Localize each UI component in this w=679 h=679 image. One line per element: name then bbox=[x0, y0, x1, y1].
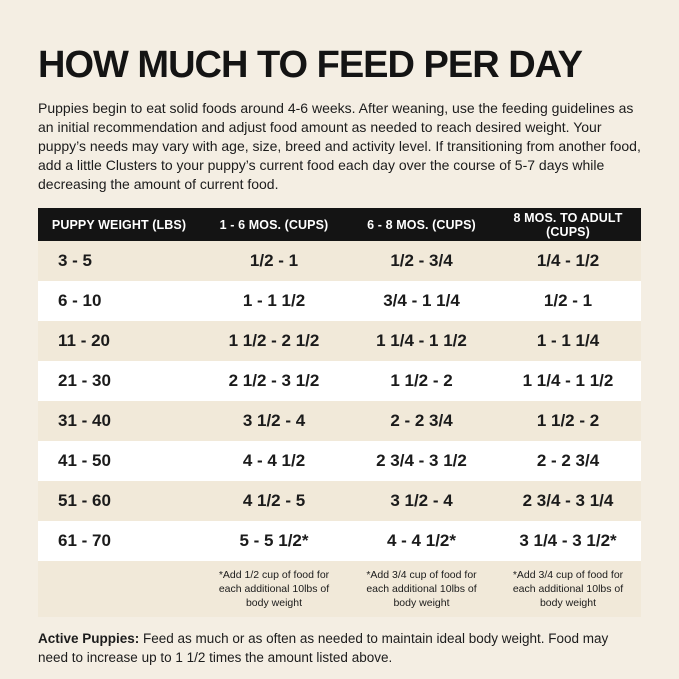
cups-cell: 3/4 - 1 1/4 bbox=[383, 291, 460, 310]
cups-cell: 1 1/2 - 2 bbox=[536, 411, 600, 430]
cups-cell: 5 - 5 1/2* bbox=[239, 531, 309, 550]
cups-cell: 4 - 4 1/2* bbox=[387, 531, 456, 550]
table-row: 3 - 5 1/2 - 1 1/2 - 3/4 1/4 - 1/2 bbox=[38, 241, 641, 281]
cups-cell: 3 1/4 - 3 1/2* bbox=[519, 531, 617, 550]
col-header-6-8-mos: 6 - 8 MOS. (CUPS) bbox=[348, 208, 495, 241]
cups-cell: 2 3/4 - 3 1/2 bbox=[376, 451, 467, 470]
cups-cell: 1 1/2 - 2 1/2 bbox=[228, 331, 320, 350]
cups-cell: 4 - 4 1/2 bbox=[242, 451, 306, 470]
footnote-cell: *Add 3/4 cup of food for each additional… bbox=[366, 569, 477, 609]
cups-cell: 1/2 - 1 bbox=[249, 251, 299, 270]
footnote-empty-cell bbox=[38, 561, 200, 617]
cups-cell: 3 1/2 - 4 bbox=[242, 411, 306, 430]
weight-cell: 51 - 60 bbox=[58, 491, 111, 510]
table-row: 11 - 20 1 1/2 - 2 1/2 1 1/4 - 1 1/2 1 - 1 1… bbox=[38, 321, 641, 361]
footer-note-label: Active Puppies: bbox=[38, 631, 140, 646]
weight-cell: 41 - 50 bbox=[58, 451, 111, 470]
col-header-1-6-mos: 1 - 6 MOS. (CUPS) bbox=[200, 208, 348, 241]
table-row: 61 - 70 5 - 5 1/2* 4 - 4 1/2* 3 1/4 - 3 1/2… bbox=[38, 521, 641, 561]
cups-cell: 2 - 2 3/4 bbox=[390, 411, 453, 430]
table-row: 51 - 60 4 1/2 - 5 3 1/2 - 4 2 3/4 - 3 1/4 bbox=[38, 481, 641, 521]
feeding-table: PUPPY WEIGHT (LBS) 1 - 6 MOS. (CUPS) 6 -… bbox=[38, 208, 641, 617]
cups-cell: 1 1/4 - 1 1/2 bbox=[376, 331, 467, 350]
cups-cell: 1/4 - 1/2 bbox=[536, 251, 600, 270]
cups-cell: 2 - 2 3/4 bbox=[536, 451, 600, 470]
cups-cell: 3 1/2 - 4 bbox=[390, 491, 453, 510]
footer-note: Active Puppies: Feed as much or as often… bbox=[38, 629, 641, 667]
cups-cell: 1 1/4 - 1 1/2 bbox=[522, 371, 614, 390]
cups-cell: 1/2 - 1 bbox=[543, 291, 593, 310]
weight-cell: 3 - 5 bbox=[58, 251, 93, 270]
footer-note-text: Feed as much or as often as needed to ma… bbox=[38, 631, 609, 665]
cups-cell: 1 - 1 1/4 bbox=[536, 331, 600, 350]
table-body: 3 - 5 1/2 - 1 1/2 - 3/4 1/4 - 1/2 6 - 10 1 - … bbox=[38, 241, 641, 617]
intro-text: Puppies begin to eat solid foods around … bbox=[38, 100, 641, 192]
cups-cell: 2 3/4 - 3 1/4 bbox=[522, 491, 614, 510]
cups-cell: 4 1/2 - 5 bbox=[242, 491, 306, 510]
cups-cell: 1/2 - 3/4 bbox=[390, 251, 453, 270]
footnote-cell: *Add 3/4 cup of food for each additional… bbox=[512, 569, 624, 609]
page-title: HOW MUCH TO FEED PER DAY bbox=[38, 44, 583, 86]
weight-cell: 21 - 30 bbox=[58, 371, 111, 390]
table-row: 6 - 10 1 - 1 1/2 3/4 - 1 1/4 1/2 - 1 bbox=[38, 281, 641, 321]
weight-cell: 11 - 20 bbox=[58, 331, 110, 350]
col-header-8-mos-adult: 8 MOS. TO ADULT (CUPS) bbox=[495, 208, 641, 241]
col-header-weight: PUPPY WEIGHT (LBS) bbox=[38, 208, 200, 241]
footnote-row: *Add 1/2 cup of food for each additional… bbox=[38, 561, 641, 617]
table-row: 21 - 30 2 1/2 - 3 1/2 1 1/2 - 2 1 1/4 - 1 1… bbox=[38, 361, 641, 401]
table-row: 31 - 40 3 1/2 - 4 2 - 2 3/4 1 1/2 - 2 bbox=[38, 401, 641, 441]
footnote-cell: *Add 1/2 cup of food for each additional… bbox=[218, 569, 330, 609]
cups-cell: 1 1/2 - 2 bbox=[390, 371, 453, 390]
table-header-row: PUPPY WEIGHT (LBS) 1 - 6 MOS. (CUPS) 6 -… bbox=[38, 208, 641, 241]
table-row: 41 - 50 4 - 4 1/2 2 3/4 - 3 1/2 2 - 2 3/4 bbox=[38, 441, 641, 481]
cups-cell: 1 - 1 1/2 bbox=[242, 291, 306, 310]
weight-cell: 6 - 10 bbox=[58, 291, 102, 310]
weight-cell: 61 - 70 bbox=[58, 531, 111, 550]
weight-cell: 31 - 40 bbox=[58, 411, 111, 430]
cups-cell: 2 1/2 - 3 1/2 bbox=[228, 371, 320, 390]
